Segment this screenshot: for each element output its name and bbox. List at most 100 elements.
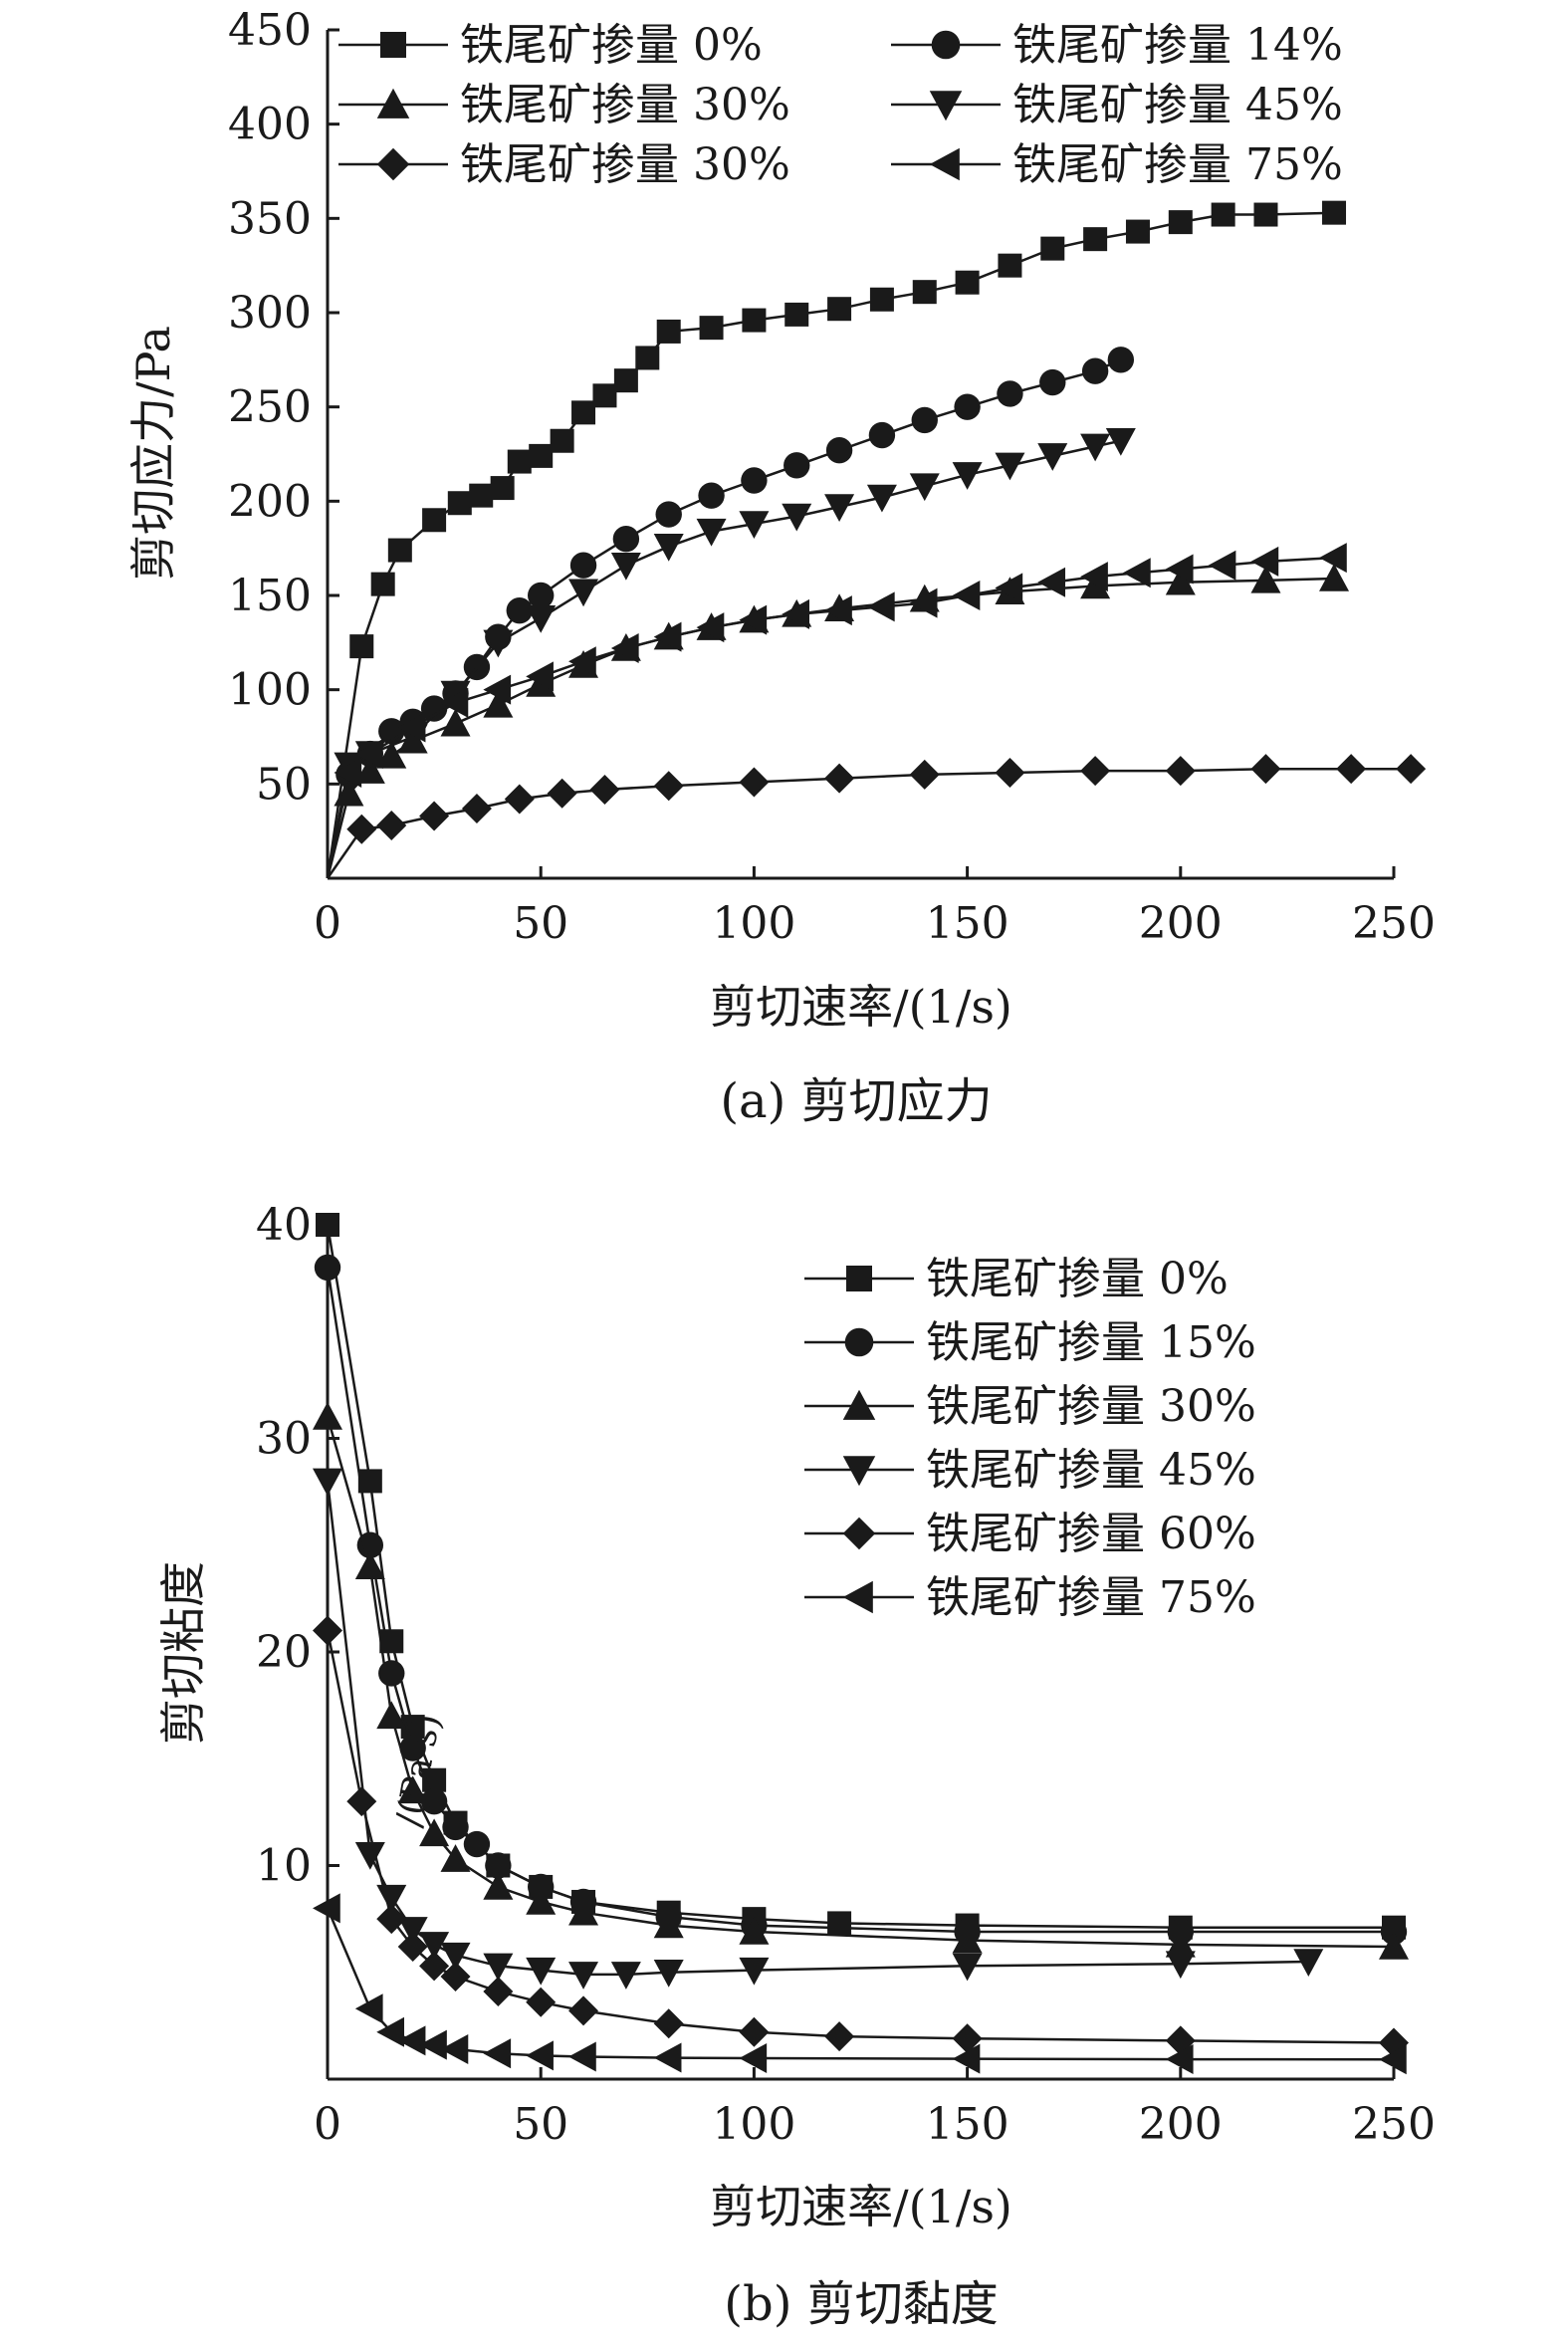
data-point [526,661,554,692]
y-tick-label: 250 [228,382,312,433]
data-point [909,587,938,618]
data-point [824,595,852,626]
data-point [1208,550,1236,581]
data-point [526,1886,557,1915]
data-point [568,2041,596,2072]
data-point [1083,227,1108,252]
data-point [866,484,897,513]
data-point [1396,754,1427,785]
data-point [739,1916,770,1945]
y-tick-label: 400 [228,100,312,150]
legend-label: 铁尾矿掺量 75% [926,1572,1256,1623]
data-point [909,759,940,790]
data-point [313,1468,342,1497]
data-point [568,579,599,607]
data-point [376,2016,405,2047]
data-point [354,1551,385,1579]
series-triangle-up [313,1402,1409,1960]
series-line [326,767,1412,879]
y-tick-label: 150 [228,571,312,621]
data-point [419,1932,450,1960]
data-point [528,582,555,609]
x-tick-label: 250 [1352,898,1436,949]
legend-item: 铁尾矿掺量 60% [804,1509,1256,1559]
data-point [739,511,770,540]
data-point [824,494,855,523]
data-point [952,2043,981,2074]
x-axis-label: 剪切速率/(1/s) [710,980,1012,1034]
data-point [550,428,574,453]
data-point [376,1904,407,1935]
x-tick-label: 100 [712,898,795,949]
data-point [397,712,426,743]
x-tick-label: 0 [314,2099,341,2150]
y-tick-label: 50 [256,759,312,810]
data-point [827,1911,852,1936]
data-point [825,437,853,464]
data-point [1165,554,1194,585]
data-point [739,604,768,635]
data-point [387,538,412,563]
data-point [397,1932,428,1963]
data-point [1080,571,1111,599]
legend-label: 铁尾矿掺量 0% [460,20,763,71]
data-point [1380,1918,1408,1946]
data-point [952,462,983,490]
data-point [739,1957,770,1986]
data-point [378,1660,405,1687]
data-point [313,1893,340,1924]
data-point [483,689,514,718]
data-point [526,2040,554,2071]
legend-marker [376,147,410,181]
data-point [952,2023,983,2054]
data-point [399,1735,426,1761]
data-point [784,452,810,479]
legend-label: 铁尾矿掺量 45% [1012,80,1343,130]
data-point [571,400,596,425]
data-point [653,1960,684,1988]
legend-item: 铁尾矿掺量 15% [804,1317,1256,1368]
data-point [547,778,577,809]
data-point [447,491,472,516]
data-point [529,443,554,468]
data-point [419,1818,450,1847]
data-point [526,604,557,633]
data-point [504,784,535,815]
x-tick-label: 0 [314,898,341,949]
legend-item: 铁尾矿掺量 45% [804,1445,1256,1496]
data-point [440,687,469,718]
data-point [1336,754,1367,785]
x-tick-label: 50 [513,2099,568,2150]
data-point [696,612,725,643]
data-point [1037,443,1068,471]
data-point [866,591,895,622]
data-point [568,646,596,677]
data-point [589,775,620,806]
legend-marker [842,1580,873,1614]
legend-label: 铁尾矿掺量 60% [926,1509,1256,1559]
data-point [1165,1951,1196,1980]
data-point [610,1962,641,1990]
data-point [397,1917,428,1945]
data-point [349,634,374,659]
data-point [1105,427,1136,456]
x-axis-label: 剪切速率/(1/s) [710,2180,1012,2233]
legend-item: 铁尾矿掺量 30% [338,139,790,190]
series-triangle-down [313,1468,1324,1990]
data-point [440,680,471,709]
x-tick-label: 50 [513,898,568,949]
legend-marker [929,147,960,181]
data-point [699,316,724,341]
data-point [782,598,809,629]
data-point [568,1995,599,2026]
data-point [1122,558,1151,588]
data-point [490,476,515,501]
data-point [912,280,937,305]
data-point [869,287,894,312]
legend-item: 铁尾矿掺量 30% [804,1381,1256,1432]
data-point [995,757,1025,788]
x-tick-label: 200 [1139,2099,1223,2150]
series-diamond [326,754,1427,879]
data-point [419,2029,447,2060]
data-point [592,383,617,408]
